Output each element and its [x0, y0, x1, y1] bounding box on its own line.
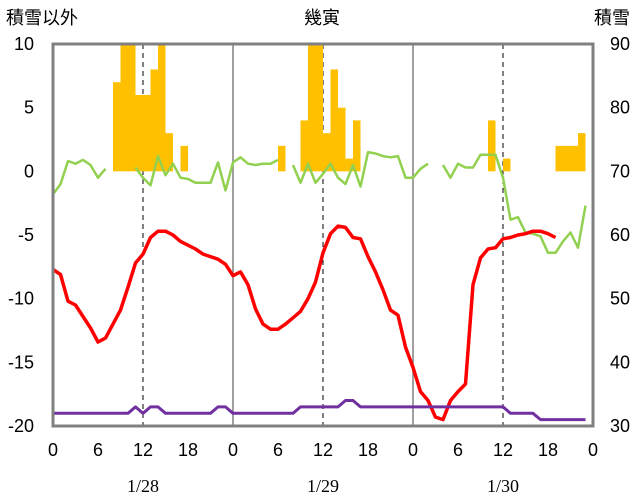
- x-tick-label: 12: [313, 440, 333, 460]
- temperature-series-line: [52, 224, 557, 422]
- series-lines: [51, 150, 587, 422]
- left-tick-label: -15: [8, 352, 34, 372]
- x-tick-label: 6: [273, 440, 283, 460]
- right-tick-label: 70: [610, 161, 630, 181]
- precip-bar: [570, 145, 578, 172]
- x-tick-label: 18: [178, 440, 198, 460]
- date-label: 1/30: [487, 476, 519, 496]
- snow-depth-series-line: [53, 399, 586, 422]
- precip-bar: [345, 158, 353, 172]
- right-axis-label: 積雪: [594, 8, 630, 28]
- precip-bar: [323, 133, 331, 172]
- right-tick-label: 60: [610, 225, 630, 245]
- plot-frame: [51, 42, 595, 428]
- precip-bars: [113, 44, 586, 172]
- precip-bar: [158, 44, 166, 172]
- x-tick-label: 0: [48, 440, 58, 460]
- left-tick-label: -20: [8, 416, 34, 436]
- left-tick-label: 5: [24, 98, 34, 118]
- x-tick-label: 0: [408, 440, 418, 460]
- precip-bar: [338, 107, 346, 172]
- x-tick-label: 18: [358, 440, 378, 460]
- right-tick-label: 40: [610, 352, 630, 372]
- precip-bar: [563, 145, 571, 172]
- x-tick-label: 0: [228, 440, 238, 460]
- precip-bar: [165, 133, 173, 172]
- left-tick-label: 10: [14, 34, 34, 54]
- precip-bar: [308, 44, 316, 172]
- precip-bar: [113, 82, 121, 172]
- x-tick-label: 6: [453, 440, 463, 460]
- precip-bar: [488, 120, 496, 172]
- left-tick-label: 0: [24, 161, 34, 181]
- precip-bar: [300, 120, 308, 172]
- right-tick-label: 30: [610, 416, 630, 436]
- precip-bar: [315, 44, 323, 172]
- precip-bar: [120, 44, 128, 172]
- x-tick-label: 18: [538, 440, 558, 460]
- right-tick-label: 90: [610, 34, 630, 54]
- left-tick-label: -5: [18, 225, 34, 245]
- precip-bar: [143, 94, 151, 172]
- precip-bar: [353, 120, 361, 172]
- date-label: 1/28: [127, 476, 159, 496]
- left-tick-label: -10: [8, 289, 34, 309]
- chart-title: 幾寅: [304, 8, 340, 28]
- x-tick-label: 6: [93, 440, 103, 460]
- x-tick-label: 12: [493, 440, 513, 460]
- right-tick-label: 50: [610, 289, 630, 309]
- precip-bar: [278, 145, 286, 172]
- wind-series-line: [51, 150, 587, 255]
- precip-bar: [128, 44, 136, 172]
- left-axis-label: 積雪以外: [6, 8, 78, 28]
- precip-bar: [578, 133, 586, 172]
- precip-bar: [555, 145, 563, 172]
- precip-bar: [503, 158, 511, 172]
- precip-bar: [180, 145, 188, 172]
- precip-bar: [330, 69, 338, 172]
- x-tick-label: 12: [133, 440, 153, 460]
- precip-bar: [150, 69, 158, 172]
- date-label: 1/29: [307, 476, 339, 496]
- x-tick-label: 0: [588, 440, 598, 460]
- precip-bar: [135, 94, 143, 172]
- right-tick-label: 80: [610, 98, 630, 118]
